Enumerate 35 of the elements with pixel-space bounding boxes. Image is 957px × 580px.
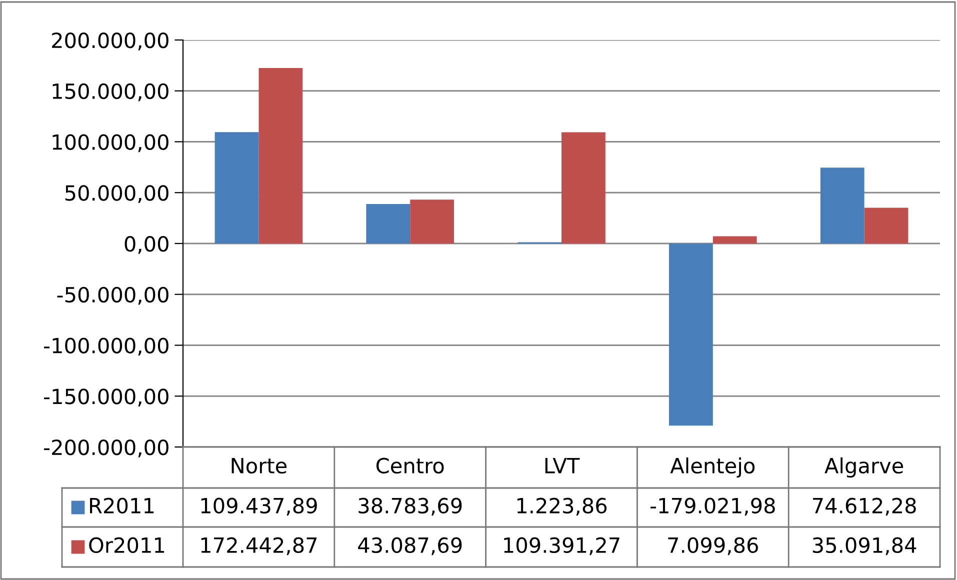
bar (820, 168, 864, 244)
bar (366, 204, 410, 244)
data-label: 1.223,86 (517, 498, 607, 516)
legend-label: R2011 (90, 498, 154, 514)
bar (562, 132, 606, 244)
bar (214, 132, 259, 244)
y-tick-label: 150.000,00 (52, 83, 168, 102)
data-label: 35.091,84 (812, 537, 916, 556)
y-tick-label: 200.000,00 (52, 32, 168, 50)
bar (258, 68, 303, 244)
data-label: 38.783,69 (358, 498, 462, 516)
y-tick-label: -150.000,00 (44, 388, 168, 406)
legend-label: Or2011 (89, 537, 164, 554)
x-tick-label: Alentejo (670, 457, 755, 478)
y-tick-label: -100.000,00 (44, 338, 168, 356)
data-label: 7.099,86 (668, 537, 758, 556)
x-tick-label: LVT (545, 458, 580, 474)
data-label: 109.391,27 (504, 537, 620, 556)
x-tick-label: Norte (232, 458, 287, 474)
y-tick-label: -50.000,00 (57, 286, 168, 305)
data-label: 74.612,28 (812, 498, 916, 516)
bar (410, 200, 454, 244)
x-tick-label: Centro (376, 458, 444, 474)
bar (668, 244, 713, 426)
y-tick-label: 100.000,00 (52, 134, 168, 152)
bar (864, 208, 908, 244)
data-label: 43.087,69 (358, 537, 462, 556)
data-label: 109.437,89 (201, 498, 317, 516)
y-tick-label: 50.000,00 (65, 185, 168, 203)
y-tick-label: -200.000,00 (44, 439, 168, 458)
data-label: 172.442,87 (201, 537, 317, 556)
data-label: -179.021,98 (650, 498, 775, 516)
x-tick-label: Algarve (824, 457, 904, 478)
y-tick-label: 0,00 (124, 236, 168, 254)
bar (712, 236, 757, 244)
